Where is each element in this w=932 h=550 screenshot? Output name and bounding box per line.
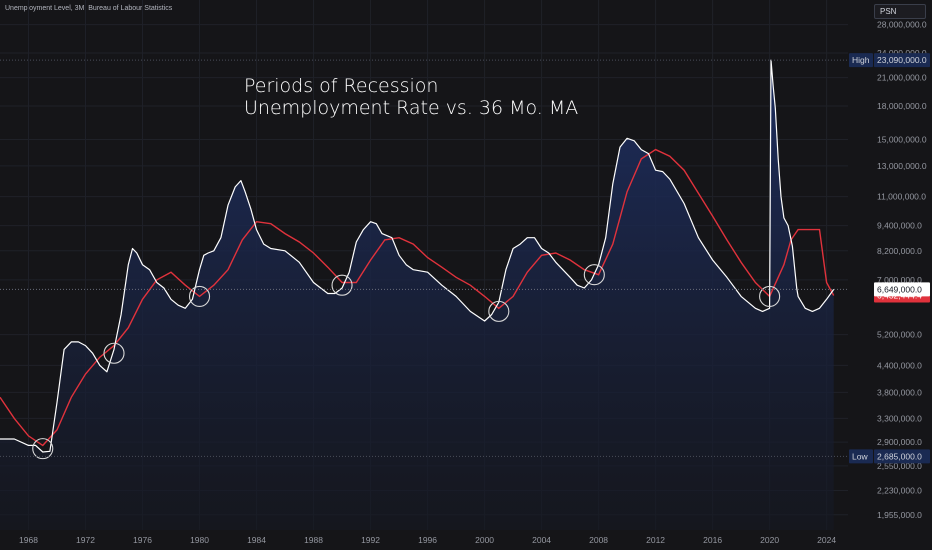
x-tick-label: 1968 (19, 535, 38, 545)
low-label-value: 2,685,000.0 (877, 451, 922, 461)
crossover-circle (103, 342, 125, 364)
high-label-value: 23,090,000.0 (877, 55, 927, 65)
crossover-circles (32, 264, 781, 460)
y-tick-label: 9,400,000.0 (877, 221, 922, 231)
y-tick-label: 3,300,000.0 (877, 413, 922, 423)
high-label-bg (874, 53, 930, 68)
low-label-bg (874, 449, 930, 464)
crossover-circle (331, 274, 353, 296)
y-tick-label: 4,400,000.0 (877, 360, 922, 370)
x-tick-label: 1980 (190, 535, 209, 545)
annotation-line-1: Periods of Recession (244, 75, 439, 97)
y-axis: 28,000,000.0 24,000,000.0 21,000,000.0 18,0… (877, 20, 927, 520)
x-tick-label: 2004 (532, 535, 551, 545)
x-tick-label: 2016 (703, 535, 722, 545)
x-tick-label: 2008 (589, 535, 608, 545)
y-tick-label: 15,000,000.0 (877, 135, 927, 145)
y-tick-label: 2,900,000.0 (877, 437, 922, 447)
x-tick-label: 2024 (817, 535, 836, 545)
last-value-label-bg (874, 282, 930, 297)
price-area-fill (0, 60, 834, 530)
x-tick-label: 1984 (247, 535, 266, 545)
chart-source-title: Unemployment Level, 3M, Bureau of Labour… (5, 5, 173, 12)
y-tick-label: 28,000,000.0 (877, 20, 927, 30)
x-tick-label: 1988 (304, 535, 323, 545)
price-series (0, 59, 835, 453)
y-tick-label: 2,230,000.0 (877, 486, 922, 496)
high-label-tag-bg (849, 53, 873, 68)
moving-average-series (0, 148, 835, 447)
moving-average-line (0, 148, 835, 447)
low-label-tag-bg (849, 449, 873, 464)
y-tick-label: 13,000,000.0 (877, 161, 927, 171)
y-tick-label: 11,000,000.0 (877, 192, 926, 202)
y-tick-label: 24,000,000.0 (877, 48, 927, 58)
y-tick-label: 2,550,000.0 (877, 461, 922, 471)
x-tick-label: 2000 (475, 535, 494, 545)
x-axis: 1968 1972 1976 1980 1984 1988 1992 1996 2000 2004… (19, 535, 836, 545)
x-tick-label: 1976 (133, 535, 152, 545)
crossover-circle (759, 285, 781, 307)
crossover-circle (188, 285, 211, 307)
crossover-circle (583, 264, 605, 286)
x-tick-label: 1992 (361, 535, 380, 545)
y-tick-label: 5,200,000.0 (877, 330, 922, 340)
price-line (0, 59, 835, 453)
last-value-label-value: 6,649,000.0 (877, 284, 922, 294)
price-area (0, 60, 834, 530)
x-tick-label: 1972 (76, 535, 95, 545)
annotation-line-2: Unemployment Rate vs. 36 Mo. MA (244, 97, 579, 119)
symbol-badge[interactable]: PSN (874, 4, 926, 19)
x-tick-label: 2012 (646, 535, 665, 545)
y-tick-label: 1,955,000.0 (877, 510, 922, 520)
high-label-tag: High (852, 55, 870, 65)
low-label-tag: Low (852, 451, 868, 461)
y-tick-label: 21,000,000.0 (877, 73, 927, 83)
reference-lines (0, 59, 848, 457)
y-tick-label: 18,000,000.0 (877, 101, 927, 111)
crossover-circle (32, 438, 54, 460)
y-tick-label: 3,800,000.0 (877, 387, 922, 397)
chart-annotation: Periods of Recession Unemployment Rate v… (244, 75, 578, 119)
price-labels: High23,090,000.0Low2,685,000.06,432,444.… (849, 53, 930, 464)
crossover-circle (488, 300, 510, 322)
x-tick-label: 2020 (760, 535, 779, 545)
x-tick-label: 1996 (418, 535, 437, 545)
y-tick-label: 7,000,000.0 (877, 275, 922, 285)
y-tick-label: 8,200,000.0 (877, 246, 922, 256)
